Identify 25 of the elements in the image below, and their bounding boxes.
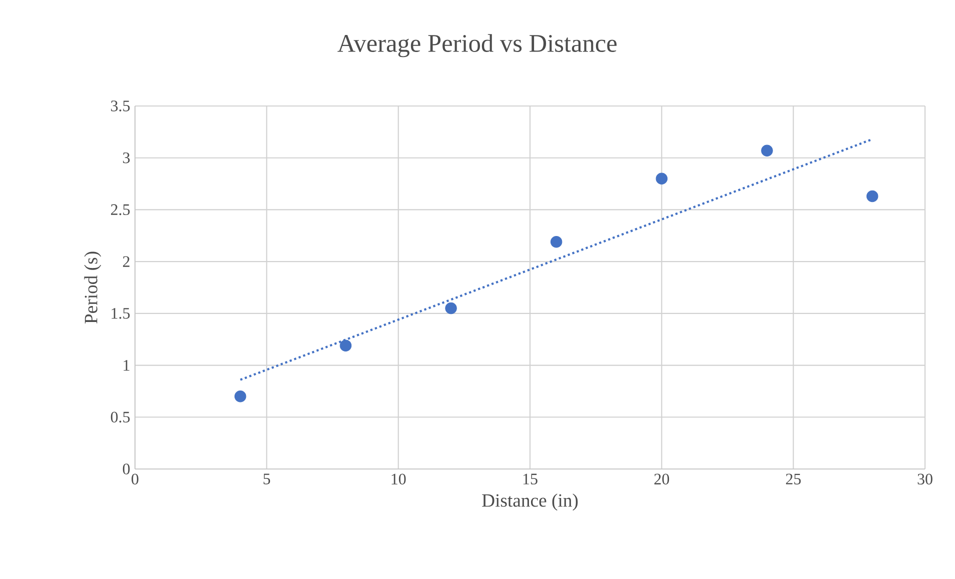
point — [761, 144, 773, 156]
y-tick-label: 3.5 — [111, 100, 130, 112]
y-tick-label: 0.5 — [110, 412, 130, 423]
y-tick-label: 0 — [122, 464, 130, 474]
x-tick-label: 0 — [132, 474, 138, 484]
point — [445, 302, 457, 314]
x-axis-title: Distance (in) — [482, 494, 578, 511]
point — [234, 390, 246, 402]
y-tick-label: 2.5 — [111, 204, 130, 216]
point — [550, 236, 562, 248]
point — [866, 190, 878, 202]
y-tick-label: 3 — [123, 152, 130, 164]
x-tick-label: 25 — [786, 474, 801, 484]
x-tick-label: 10 — [392, 474, 406, 484]
point — [340, 340, 352, 352]
y-axis-title: Period (s) — [84, 252, 102, 324]
y-tick-label: 1.5 — [112, 308, 130, 319]
x-tick-label: 20 — [654, 474, 670, 484]
y-tick-label: 2 — [123, 256, 130, 267]
x-tick-label: 5 — [264, 474, 270, 484]
chart-title: Average Period vs Distance — [337, 34, 617, 58]
x-tick-label: 15 — [523, 474, 538, 484]
x-tick-label: 30 — [918, 474, 932, 484]
point — [656, 172, 668, 184]
y-tick-label: 1 — [124, 360, 130, 371]
